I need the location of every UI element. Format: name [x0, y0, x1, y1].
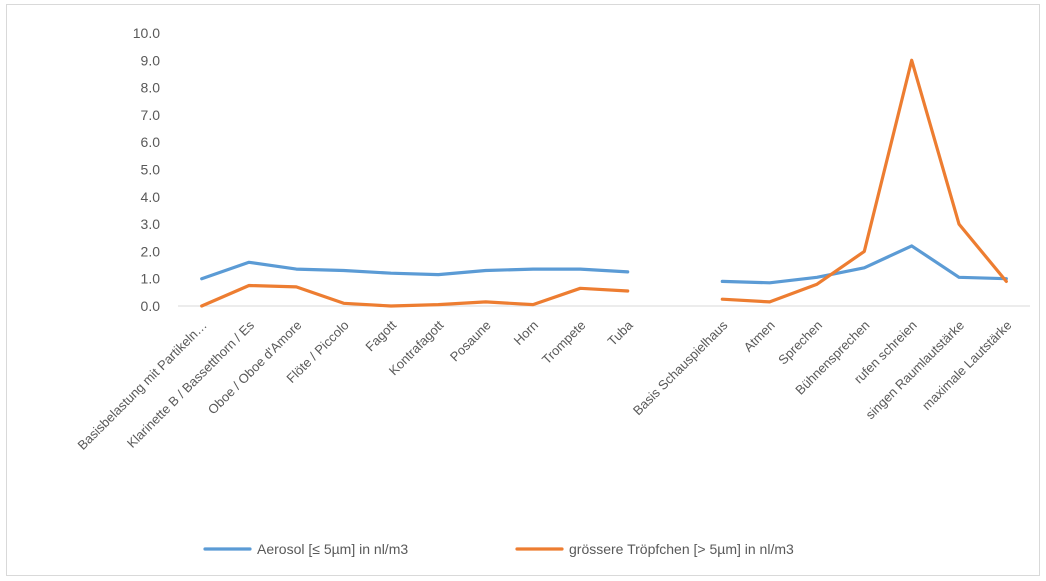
y-axis: 0.0 1.0 2.0 3.0 4.0 5.0 6.0 7.0 8.0 9.0 10.0	[133, 25, 160, 314]
y-tick-label: 4.0	[141, 189, 161, 205]
x-tick-label: Basis Schauspielhaus	[630, 317, 731, 418]
series-line-segment	[720, 244, 1008, 285]
y-tick-label: 1.0	[141, 271, 161, 287]
x-tick-label: Atmen	[741, 318, 778, 355]
series-line-segment	[720, 58, 1008, 304]
x-tick-label: Oboe / Oboe d'Amore	[205, 318, 305, 418]
x-axis: Basisbelastung mit Partikeln…Klarinette …	[75, 305, 1030, 453]
y-tick-label: 9.0	[141, 52, 161, 68]
x-tick-label: Fagott	[362, 317, 399, 354]
legend-item: Aerosol [≤ 5µm] in nl/m3	[203, 541, 408, 557]
series-line-segment	[200, 283, 630, 308]
x-tick-label: maximale Lautstärke	[919, 318, 1014, 413]
y-tick-label: 6.0	[141, 134, 161, 150]
x-tick-label: Horn	[511, 318, 542, 349]
legend: Aerosol [≤ 5µm] in nl/m3 grössere Tröpfch…	[203, 541, 794, 557]
series-1	[200, 244, 1008, 285]
legend-label: Aerosol [≤ 5µm] in nl/m3	[257, 541, 408, 557]
y-tick-label: 5.0	[141, 162, 161, 178]
legend-label: grössere Tröpfchen [> 5µm] in nl/m3	[569, 541, 794, 557]
y-tick-label: 0.0	[141, 298, 161, 314]
series-line-segment	[200, 260, 630, 281]
x-tick-label: Tuba	[605, 317, 637, 349]
y-tick-label: 8.0	[141, 80, 161, 96]
chart-frame	[6, 4, 1040, 576]
x-tick-label: Posaune	[447, 318, 494, 365]
x-tick-label: Sprechen	[775, 318, 825, 368]
legend-item: grössere Tröpfchen [> 5µm] in nl/m3	[515, 541, 794, 557]
y-tick-label: 3.0	[141, 216, 161, 232]
y-tick-label: 2.0	[141, 243, 161, 259]
y-tick-label: 10.0	[133, 25, 160, 41]
series-layer	[200, 58, 1008, 308]
x-tick-label: Trompete	[539, 318, 589, 368]
series-2	[200, 58, 1008, 308]
y-tick-label: 7.0	[141, 107, 161, 123]
